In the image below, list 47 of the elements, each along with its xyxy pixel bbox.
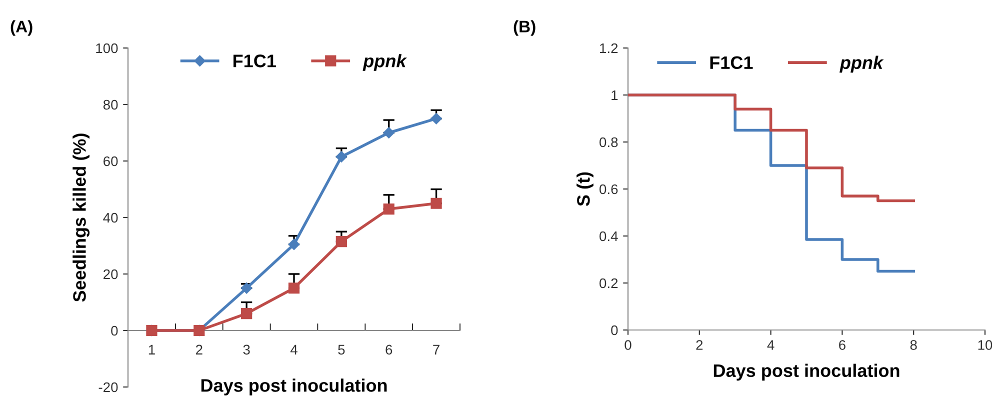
point bbox=[241, 308, 252, 320]
x-tick-label: 6 bbox=[839, 340, 846, 350]
y-tick-label: 60 bbox=[104, 156, 118, 166]
point bbox=[240, 282, 252, 294]
x-tick-label: 8 bbox=[910, 340, 917, 350]
point bbox=[430, 113, 442, 124]
y-tick-label: 100 bbox=[96, 43, 118, 54]
y-tick-label: 0.8 bbox=[600, 137, 618, 148]
y-tick-label: 0.2 bbox=[600, 278, 618, 288]
point bbox=[383, 127, 394, 138]
x-axis-title: Days post inoculation bbox=[201, 378, 387, 396]
x-tick-label: 2 bbox=[196, 344, 202, 354]
y-tick-label: 0 bbox=[111, 326, 118, 336]
point bbox=[336, 236, 347, 248]
x-tick-label: 6 bbox=[386, 344, 392, 355]
point bbox=[430, 198, 442, 209]
x-tick-label: 7 bbox=[433, 344, 440, 354]
y-axis-title: Seedlings killed (%) bbox=[72, 134, 90, 302]
x-tick-label: 2 bbox=[696, 340, 703, 350]
x-tick-label: 1 bbox=[148, 344, 155, 354]
y-tick-label: 40 bbox=[103, 212, 118, 223]
x-tick-label: 0 bbox=[624, 340, 632, 350]
point bbox=[383, 203, 394, 215]
legend-label: ppnk bbox=[362, 54, 407, 71]
legend-label: ppnk bbox=[840, 56, 884, 73]
y-tick-label: 20 bbox=[104, 269, 118, 280]
legend-label: F1C1 bbox=[234, 54, 276, 68]
point bbox=[288, 238, 300, 250]
x-axis-title: Days post inoculation bbox=[714, 364, 900, 381]
x-tick-label: 4 bbox=[767, 340, 774, 350]
y-tick-label: -20 bbox=[98, 382, 118, 392]
chart-title: (A) bbox=[10, 20, 32, 36]
y-tick-label: 80 bbox=[103, 100, 118, 110]
point bbox=[336, 151, 348, 162]
y-tick-label: 1.2 bbox=[600, 43, 618, 54]
y-tick-label: 0 bbox=[611, 325, 618, 336]
x-tick-label: 5 bbox=[338, 344, 345, 355]
y-tick-label: 0.6 bbox=[600, 184, 618, 194]
chart-title: (B) bbox=[514, 20, 536, 36]
x-tick-label: 3 bbox=[243, 344, 250, 355]
x-tick-label: 4 bbox=[290, 344, 298, 354]
legend-label: F1C1 bbox=[710, 56, 753, 70]
y-tick-label: 1 bbox=[612, 90, 618, 100]
x-tick-label: 10 bbox=[978, 340, 992, 350]
y-tick-label: 0.4 bbox=[600, 231, 618, 242]
y-axis-title: S (t) bbox=[576, 172, 594, 206]
point bbox=[288, 282, 300, 294]
